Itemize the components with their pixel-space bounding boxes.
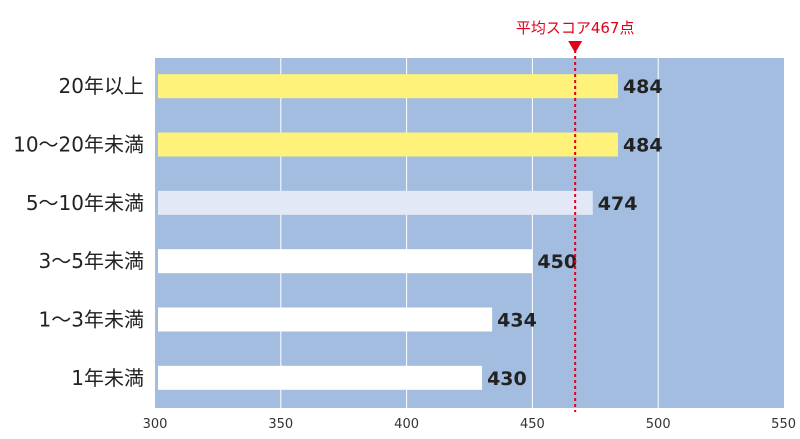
bars xyxy=(158,74,618,390)
gridlines xyxy=(280,58,659,408)
value-label: 430 xyxy=(487,368,527,390)
category-label: 3～5年未満 xyxy=(39,249,144,273)
x-tick-label: 500 xyxy=(646,417,671,432)
x-tick-labels: 300 350 400 450 500 550 xyxy=(143,417,796,432)
category-label: 10～20年未満 xyxy=(13,133,144,157)
x-tick-label: 300 xyxy=(143,417,168,432)
x-tick-label: 450 xyxy=(520,417,545,432)
bar xyxy=(158,74,618,99)
average-label: 平均スコア467点 xyxy=(516,19,635,37)
bar xyxy=(158,365,483,390)
bar xyxy=(158,249,533,274)
category-label: 20年以上 xyxy=(59,74,144,98)
bar xyxy=(158,132,618,157)
value-label: 484 xyxy=(623,135,663,157)
value-label: 434 xyxy=(497,310,537,332)
category-labels: 20年以上 10～20年未満 5～10年未満 3～5年未満 1～3年未満 1年未満 xyxy=(13,74,144,390)
value-labels: 484 484 474 450 434 430 xyxy=(487,76,663,390)
bar xyxy=(158,307,493,332)
plot-background xyxy=(155,58,784,408)
x-tick-label: 400 xyxy=(394,417,419,432)
x-tick-label: 550 xyxy=(771,417,796,432)
value-label: 450 xyxy=(537,251,577,273)
category-label: 1年未満 xyxy=(71,366,144,390)
value-label: 474 xyxy=(598,193,638,215)
x-tick-label: 350 xyxy=(268,417,293,432)
value-label: 484 xyxy=(623,76,663,98)
category-label: 1～3年未満 xyxy=(39,308,144,332)
average-arrow-icon xyxy=(568,41,583,53)
bar xyxy=(158,190,593,215)
average-marker: 平均スコア467点 xyxy=(516,19,635,412)
category-label: 5～10年未満 xyxy=(26,191,144,215)
